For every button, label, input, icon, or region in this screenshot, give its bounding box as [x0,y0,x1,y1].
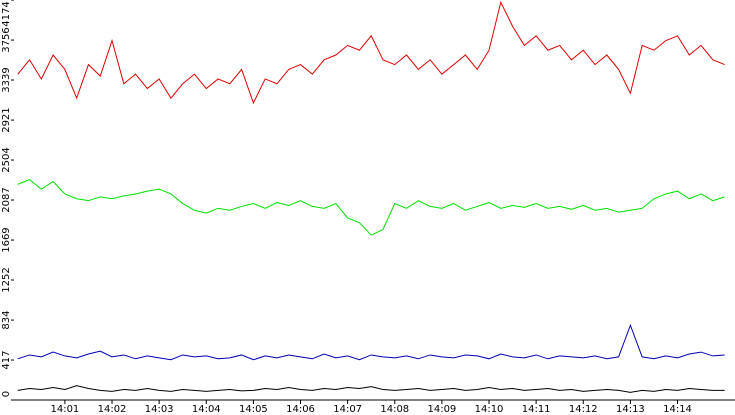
x-tick-label: 14:01 [50,404,79,415]
series-line [17,179,725,236]
x-tick-label: 14:12 [569,404,598,415]
y-tick-label: 2921 [1,107,12,132]
series-line [17,0,725,105]
y-tick-label: 1252 [1,267,12,292]
x-tick-label: 14:03 [145,404,174,415]
y-tick-label: 3756 [1,27,12,52]
x-tick-label: 14:08 [380,404,409,415]
y-tick-label: 1669 [1,227,12,252]
y-tick-label: 4174 [1,1,12,26]
x-tick-label: 14:14 [663,404,692,415]
y-tick-label: 834 [1,311,12,330]
x-tick-label: 14:09 [427,404,456,415]
y-tick-label: 0 [1,391,12,397]
x-tick-label: 14:07 [333,404,362,415]
x-tick-label: 14:02 [98,404,127,415]
series-line [17,323,725,361]
y-tick-label: 2504 [1,147,12,172]
x-tick-label: 14:04 [192,404,221,415]
x-tick-label: 14:05 [239,404,268,415]
x-tick-label: 14:10 [475,404,504,415]
series-line [17,385,725,393]
y-tick-label: 3339 [1,67,12,92]
y-tick-label: 2087 [1,187,12,212]
x-tick-label: 14:13 [616,404,645,415]
y-tick-label: 417 [1,350,12,369]
x-tick-label: 14:06 [286,404,315,415]
x-tick-label: 14:11 [522,404,551,415]
